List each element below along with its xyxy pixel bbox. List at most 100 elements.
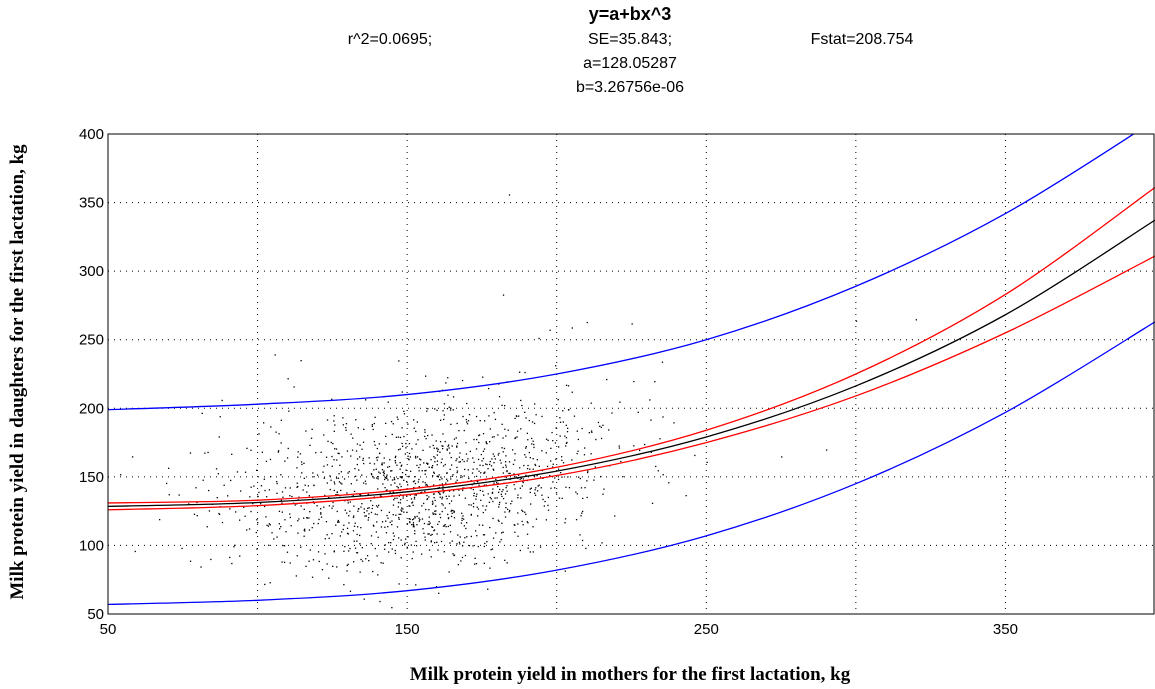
scatter-point [323, 506, 325, 508]
scatter-point [398, 449, 400, 451]
scatter-point [324, 538, 326, 540]
scatter-point [568, 487, 571, 489]
scatter-point [461, 517, 463, 519]
scatter-point [398, 518, 400, 520]
scatter-point [352, 530, 355, 532]
scatter-point [299, 453, 302, 455]
scatter-point [538, 484, 540, 486]
scatter-point [385, 532, 388, 534]
scatter-point [489, 441, 491, 443]
scatter-point [320, 513, 322, 515]
scatter-point [476, 438, 478, 441]
scatter-point [380, 495, 382, 497]
scatter-point [373, 422, 375, 425]
scatter-point [398, 495, 400, 497]
scatter-point [526, 521, 528, 523]
scatter-point [347, 533, 349, 535]
scatter-point [657, 470, 659, 472]
scatter-point [428, 520, 430, 523]
scatter-point [336, 566, 338, 568]
scatter-point [304, 484, 306, 486]
scatter-point [391, 548, 393, 550]
scatter-point [377, 506, 379, 508]
scatter-point [426, 498, 429, 500]
scatter-point [414, 533, 416, 535]
scatter-point [590, 430, 593, 432]
scatter-point [427, 533, 429, 535]
scatter-point [434, 513, 436, 515]
scatter-point [352, 437, 354, 439]
scatter-point [644, 443, 646, 446]
scatter-point [594, 466, 596, 468]
scatter-point [475, 563, 478, 565]
scatter-point [482, 490, 484, 492]
scatter-point [437, 523, 439, 525]
scatter-point [536, 475, 538, 477]
scatter-point [587, 471, 589, 474]
scatter-point [381, 521, 384, 523]
scatter-point [491, 492, 494, 494]
scatter-point [300, 360, 302, 362]
scatter-point [552, 481, 554, 483]
scatter-point [453, 438, 456, 440]
scatter-point [475, 415, 478, 418]
scatter-point [407, 455, 409, 457]
scatter-point [532, 526, 534, 528]
x-tick-labels: 50 150 250 350 [100, 621, 1018, 638]
scatter-point [382, 483, 384, 485]
scatter-point [403, 435, 405, 438]
scatter-point [239, 519, 241, 521]
scatter-point [408, 518, 410, 520]
scatter-point [361, 474, 363, 476]
scatter-point [370, 535, 373, 537]
scatter-point [561, 459, 563, 461]
scatter-point [326, 482, 328, 484]
scatter-point [445, 495, 447, 497]
scatter-point [445, 526, 447, 528]
scatter-point [384, 526, 386, 528]
scatter-point [374, 416, 376, 418]
scatter-point [304, 528, 306, 530]
scatter-point [505, 476, 507, 478]
scatter-point [520, 428, 522, 430]
scatter-point [541, 450, 543, 452]
scatter-point [315, 452, 317, 454]
scatter-point [417, 481, 419, 483]
scatter-point [534, 489, 536, 491]
scatter-point [385, 520, 387, 522]
scatter-point [405, 473, 407, 476]
scatter-point [431, 434, 433, 436]
scatter-point [428, 533, 430, 535]
scatter-point [323, 434, 325, 436]
scatter-point [325, 456, 328, 458]
scatter-point [441, 478, 443, 480]
scatter-point [602, 493, 604, 495]
scatter-point [508, 194, 511, 196]
scatter-point [534, 403, 536, 405]
scatter-point [389, 459, 391, 461]
scatter-point [505, 461, 507, 463]
scatter-point [346, 512, 348, 514]
scatter-point [384, 548, 386, 550]
scatter-point [489, 496, 491, 499]
scatter-point [500, 538, 502, 541]
scatter-point [363, 511, 365, 514]
scatter-point [554, 442, 557, 444]
scatter-point [590, 402, 592, 404]
scatter-point [577, 450, 579, 452]
scatter-point [460, 560, 462, 562]
scatter-point [544, 500, 546, 503]
scatter-point [526, 533, 529, 535]
scatter-point [513, 473, 515, 475]
scatter-point [564, 522, 566, 524]
scatter-point [438, 521, 440, 523]
scatter-point [364, 515, 366, 517]
scatter-point [353, 540, 355, 542]
scatter-point [378, 471, 380, 473]
scatter-point [649, 399, 651, 401]
scatter-point [475, 475, 478, 477]
scatter-point [433, 447, 435, 449]
scatter-point [661, 361, 664, 363]
scatter-point [404, 453, 406, 455]
scatter-point [492, 517, 494, 520]
